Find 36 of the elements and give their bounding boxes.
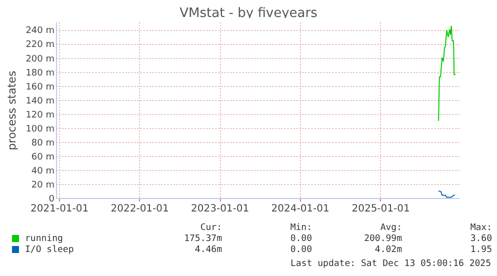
y-tick-label: 160 m [26,82,54,92]
text: 200.99m [363,234,402,245]
text: 1.95 [469,245,492,256]
y-tick-label: 80 m [31,138,54,148]
text: Avg: [379,223,402,234]
y-tick-label: 120 m [26,110,54,120]
text: Last update: Sat Dec 13 05:00:16 2025 [290,259,491,269]
x-tick-label: 2023-01-01 [191,204,250,214]
y-tick-label: 100 m [26,124,54,134]
line-series [438,26,456,122]
text: Max: [469,223,492,234]
x-tick-label: 2025-01-01 [352,204,410,214]
text: Cur: [199,223,222,234]
legend-label: I/O sleep [24,245,75,256]
text: 0.00 [289,245,312,256]
x-tick-label: 2022-01-01 [110,204,169,214]
text: 3.60 [469,234,492,245]
y-tick-label: 200 m [26,54,54,64]
legend-label: running [24,234,64,245]
y-tick-label: 140 m [26,96,54,106]
y-tick-label: 40 m [31,166,54,176]
text: 0.00 [289,234,312,245]
y-tick-label: 180 m [26,68,54,78]
y-tick-label: 240 m [26,26,54,36]
y-tick-label: 0 [48,194,55,204]
y-axis-title: process states [6,70,19,150]
text: 4.46m [194,245,222,256]
y-tick-label: 60 m [31,152,54,162]
y-tick-label: 220 m [26,40,54,50]
line-series [438,190,456,198]
x-tick-label: 2021-01-01 [30,204,89,214]
text: Min: [289,223,312,234]
y-tick-label: 20 m [31,180,54,190]
text: 175.37m [183,234,222,245]
text: 4.02m [374,245,402,256]
x-tick-label: 2024-01-01 [271,204,330,214]
